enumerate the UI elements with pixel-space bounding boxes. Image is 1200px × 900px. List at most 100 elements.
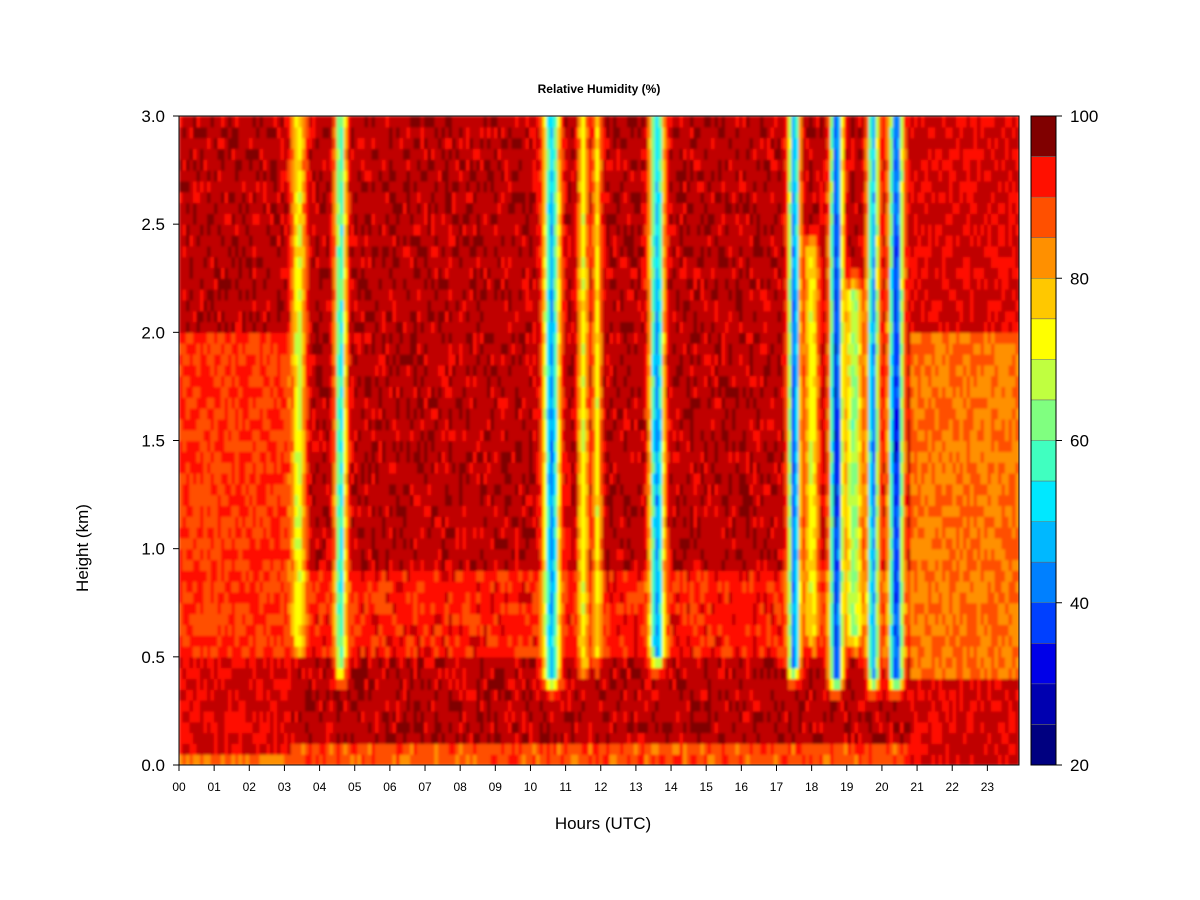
heatmap-cell <box>364 732 369 744</box>
heatmap-cell <box>434 137 439 150</box>
heatmap-cell <box>431 505 436 517</box>
heatmap-cell <box>186 527 191 539</box>
heatmap-cell <box>210 375 215 388</box>
heatmap-cell <box>431 418 436 431</box>
heatmap-cell <box>207 148 212 160</box>
heatmap-cell <box>336 689 341 701</box>
heatmap-cell <box>305 126 310 139</box>
heatmap-cell <box>364 267 369 279</box>
heatmap-cell <box>340 689 345 701</box>
heatmap-cell <box>396 116 401 128</box>
heatmap-cell <box>410 364 415 377</box>
heatmap-cell <box>221 591 226 604</box>
heatmap-cell <box>350 418 355 431</box>
heatmap-cell <box>357 732 362 744</box>
heatmap-cell <box>336 343 341 355</box>
heatmap-cell <box>291 418 296 431</box>
heatmap-cell <box>389 591 394 604</box>
heatmap-cell <box>455 646 460 658</box>
heatmap-cell <box>375 548 380 561</box>
heatmap-cell <box>431 624 436 636</box>
heatmap-cell <box>305 700 310 712</box>
heatmap-cell <box>238 505 243 517</box>
heatmap-cell <box>343 462 348 474</box>
heatmap-cell <box>392 213 397 225</box>
heatmap-cell <box>305 234 310 247</box>
heatmap-cell <box>287 710 292 723</box>
heatmap-cell <box>368 278 373 290</box>
heatmap-cell <box>284 591 289 604</box>
heatmap-cell <box>217 462 222 474</box>
heatmap-cell <box>238 299 243 312</box>
heatmap-cell <box>284 234 289 247</box>
heatmap-cell <box>329 126 334 139</box>
heatmap-cell <box>189 678 194 690</box>
heatmap-cell <box>333 754 338 765</box>
heatmap-cell <box>249 732 254 744</box>
heatmap-cell <box>403 721 408 734</box>
heatmap-cell <box>291 505 296 517</box>
heatmap-cell <box>284 375 289 388</box>
heatmap-cell <box>294 256 299 269</box>
heatmap-cell <box>207 689 212 701</box>
heatmap-cell <box>462 191 467 204</box>
heatmap-cell <box>203 278 208 290</box>
heatmap-cell <box>431 472 436 485</box>
heatmap-cell <box>417 646 422 658</box>
heatmap-cell <box>378 710 383 723</box>
heatmap-cell <box>266 537 271 550</box>
heatmap-cell <box>238 591 243 604</box>
heatmap-cell <box>256 213 261 225</box>
heatmap-cell <box>224 689 229 701</box>
heatmap-cell <box>308 202 313 214</box>
heatmap-cell <box>441 321 446 333</box>
heatmap-cell <box>392 191 397 204</box>
heatmap-cell <box>333 191 338 204</box>
heatmap-cell <box>235 516 240 528</box>
heatmap-cell <box>445 408 450 420</box>
heatmap-cell <box>459 397 464 409</box>
heatmap-cell <box>322 710 327 723</box>
heatmap-cell <box>396 505 401 517</box>
heatmap-cell <box>200 310 205 323</box>
heatmap-cell <box>193 527 198 539</box>
heatmap-cell <box>385 559 390 571</box>
heatmap-cell <box>382 451 387 463</box>
heatmap-cell <box>364 202 369 214</box>
heatmap-cell <box>305 505 310 517</box>
heatmap-cell <box>368 224 373 236</box>
heatmap-cell <box>406 505 411 517</box>
heatmap-cell <box>301 462 306 474</box>
heatmap-cell <box>203 180 208 193</box>
heatmap-cell <box>343 418 348 431</box>
heatmap-cell <box>396 224 401 236</box>
heatmap-cell <box>214 202 219 214</box>
heatmap-cell <box>452 646 457 658</box>
heatmap-cell <box>410 700 415 712</box>
heatmap-cell <box>441 710 446 723</box>
heatmap-cell <box>399 624 404 636</box>
heatmap-cell <box>196 570 201 582</box>
heatmap-cell <box>417 386 422 398</box>
heatmap-cell <box>410 170 415 182</box>
heatmap-cell <box>235 234 240 247</box>
heatmap-cell <box>312 364 317 377</box>
heatmap-cell <box>459 440 464 452</box>
heatmap-cell <box>235 429 240 442</box>
heatmap-cell <box>361 245 366 258</box>
heatmap-cell <box>266 202 271 214</box>
heatmap-cell <box>186 180 191 193</box>
heatmap-cell <box>189 224 194 236</box>
heatmap-cell <box>249 137 254 150</box>
heatmap-cell <box>259 418 264 431</box>
heatmap-cell <box>322 559 327 571</box>
heatmap-cell <box>336 581 341 593</box>
heatmap-cell <box>266 505 271 517</box>
heatmap-cell <box>256 646 261 658</box>
heatmap-cell <box>417 602 422 615</box>
heatmap-cell <box>228 321 233 333</box>
heatmap-cell <box>315 375 320 388</box>
heatmap-cell <box>228 245 233 258</box>
heatmap-cell <box>336 213 341 225</box>
heatmap-cell <box>333 667 338 680</box>
